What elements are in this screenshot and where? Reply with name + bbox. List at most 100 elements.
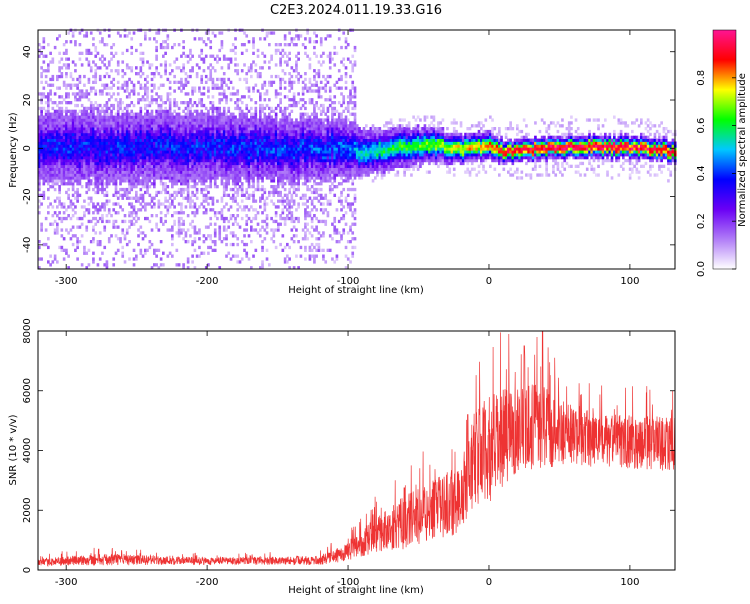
heatmap-cell: [211, 54, 215, 58]
heatmap-cell: [123, 141, 127, 145]
heatmap-cell: [110, 150, 113, 154]
heatmap-cell: [229, 144, 233, 148]
heatmap-cell: [261, 132, 264, 137]
heatmap-cell: [159, 135, 163, 139]
heatmap-cell: [272, 118, 276, 122]
heatmap-cell: [306, 170, 309, 174]
heatmap-cell: [247, 118, 251, 122]
heatmap-cell: [308, 158, 312, 163]
heatmap-cell: [47, 158, 50, 163]
heatmap-cell: [222, 193, 226, 197]
heatmap-cell: [56, 144, 59, 148]
heatmap-cell: [295, 127, 298, 131]
heatmap-cell: [265, 214, 269, 218]
heatmap-cell: [245, 106, 249, 111]
heatmap-cell: [213, 109, 217, 113]
heatmap-cell: [182, 156, 185, 160]
heatmap-cell: [207, 153, 210, 157]
heatmap-cell: [157, 127, 161, 131]
heatmap-cell: [65, 92, 68, 96]
heatmap-cell: [301, 182, 305, 186]
heatmap-cell: [168, 170, 172, 174]
heatmap-cell: [202, 176, 206, 180]
heatmap-cell: [157, 112, 161, 116]
heatmap-cell: [288, 211, 291, 215]
heatmap-cell: [308, 187, 312, 192]
heatmap-cell: [112, 219, 116, 224]
heatmap-cell: [204, 170, 208, 174]
heatmap-cell: [168, 109, 172, 113]
heatmap-cell: [225, 185, 228, 189]
heatmap-cell: [252, 40, 255, 44]
heatmap-cell: [98, 164, 102, 168]
heatmap-cell: [220, 43, 224, 47]
heatmap-cell: [247, 89, 251, 93]
heatmap-cell: [114, 161, 118, 166]
heatmap-cell: [283, 173, 287, 177]
heatmap-cell: [38, 132, 41, 137]
heatmap-cell: [222, 156, 226, 160]
heatmap-cell: [85, 144, 89, 148]
heatmap-cell: [281, 199, 285, 203]
heatmap-cell: [105, 129, 109, 134]
heatmap-cell: [101, 219, 104, 224]
heatmap-cell: [112, 127, 116, 131]
heatmap-cell: [182, 83, 185, 87]
heatmap-cell: [96, 118, 100, 122]
heatmap-cell: [116, 170, 120, 174]
heatmap-cell: [198, 54, 201, 58]
heatmap-cell: [198, 132, 201, 137]
heatmap-cell: [123, 115, 127, 119]
heatmap-cell: [89, 199, 93, 203]
heatmap-cell: [166, 92, 170, 96]
heatmap-cell: [195, 254, 199, 258]
heatmap-cell: [306, 156, 309, 160]
heatmap-cell: [69, 127, 73, 131]
heatmap-cell: [132, 150, 136, 154]
heatmap-cell: [119, 237, 122, 241]
heatmap-cell: [164, 118, 167, 122]
heatmap-cell: [173, 121, 176, 125]
heatmap-cell: [103, 150, 107, 154]
heatmap-cell: [211, 129, 215, 134]
heatmap-cell: [78, 31, 82, 35]
heatmap-cell: [87, 176, 91, 180]
heatmap-cell: [89, 69, 93, 73]
heatmap-cell: [135, 144, 138, 148]
heatmap-cell: [283, 167, 287, 171]
heatmap-cell: [148, 167, 152, 171]
heatmap-cell: [225, 118, 228, 122]
heatmap-cell: [114, 98, 118, 102]
heatmap-cell: [263, 219, 267, 224]
heatmap-cell: [128, 257, 131, 261]
heatmap-cell: [245, 161, 249, 166]
heatmap-cell: [220, 147, 224, 151]
heatmap-cell: [148, 63, 152, 67]
heatmap-cell: [44, 95, 48, 99]
heatmap-cell: [83, 161, 86, 166]
heatmap-cell: [204, 138, 208, 142]
heatmap-cell: [69, 176, 73, 180]
heatmap-cell: [60, 144, 64, 148]
heatmap-cell: [234, 164, 237, 168]
heatmap-cell: [277, 185, 280, 189]
heatmap-cell: [256, 231, 260, 235]
heatmap-cell: [209, 141, 213, 145]
heatmap-cell: [182, 219, 185, 224]
heatmap-cell: [166, 118, 170, 122]
heatmap-cell: [139, 127, 143, 131]
heatmap-cell: [209, 245, 213, 250]
heatmap-cell: [171, 69, 174, 73]
heatmap-cell: [299, 161, 303, 166]
heatmap-cell: [144, 118, 147, 122]
heatmap-cell: [128, 211, 131, 215]
heatmap-cell: [245, 141, 249, 145]
heatmap-cell: [265, 141, 269, 145]
heatmap-cell: [144, 124, 147, 128]
heatmap-cell: [173, 138, 176, 142]
heatmap-cell: [301, 170, 305, 174]
heatmap-cell: [184, 170, 188, 174]
heatmap-cell: [283, 153, 287, 157]
heatmap-cell: [42, 54, 46, 58]
heatmap-cell: [173, 60, 176, 64]
